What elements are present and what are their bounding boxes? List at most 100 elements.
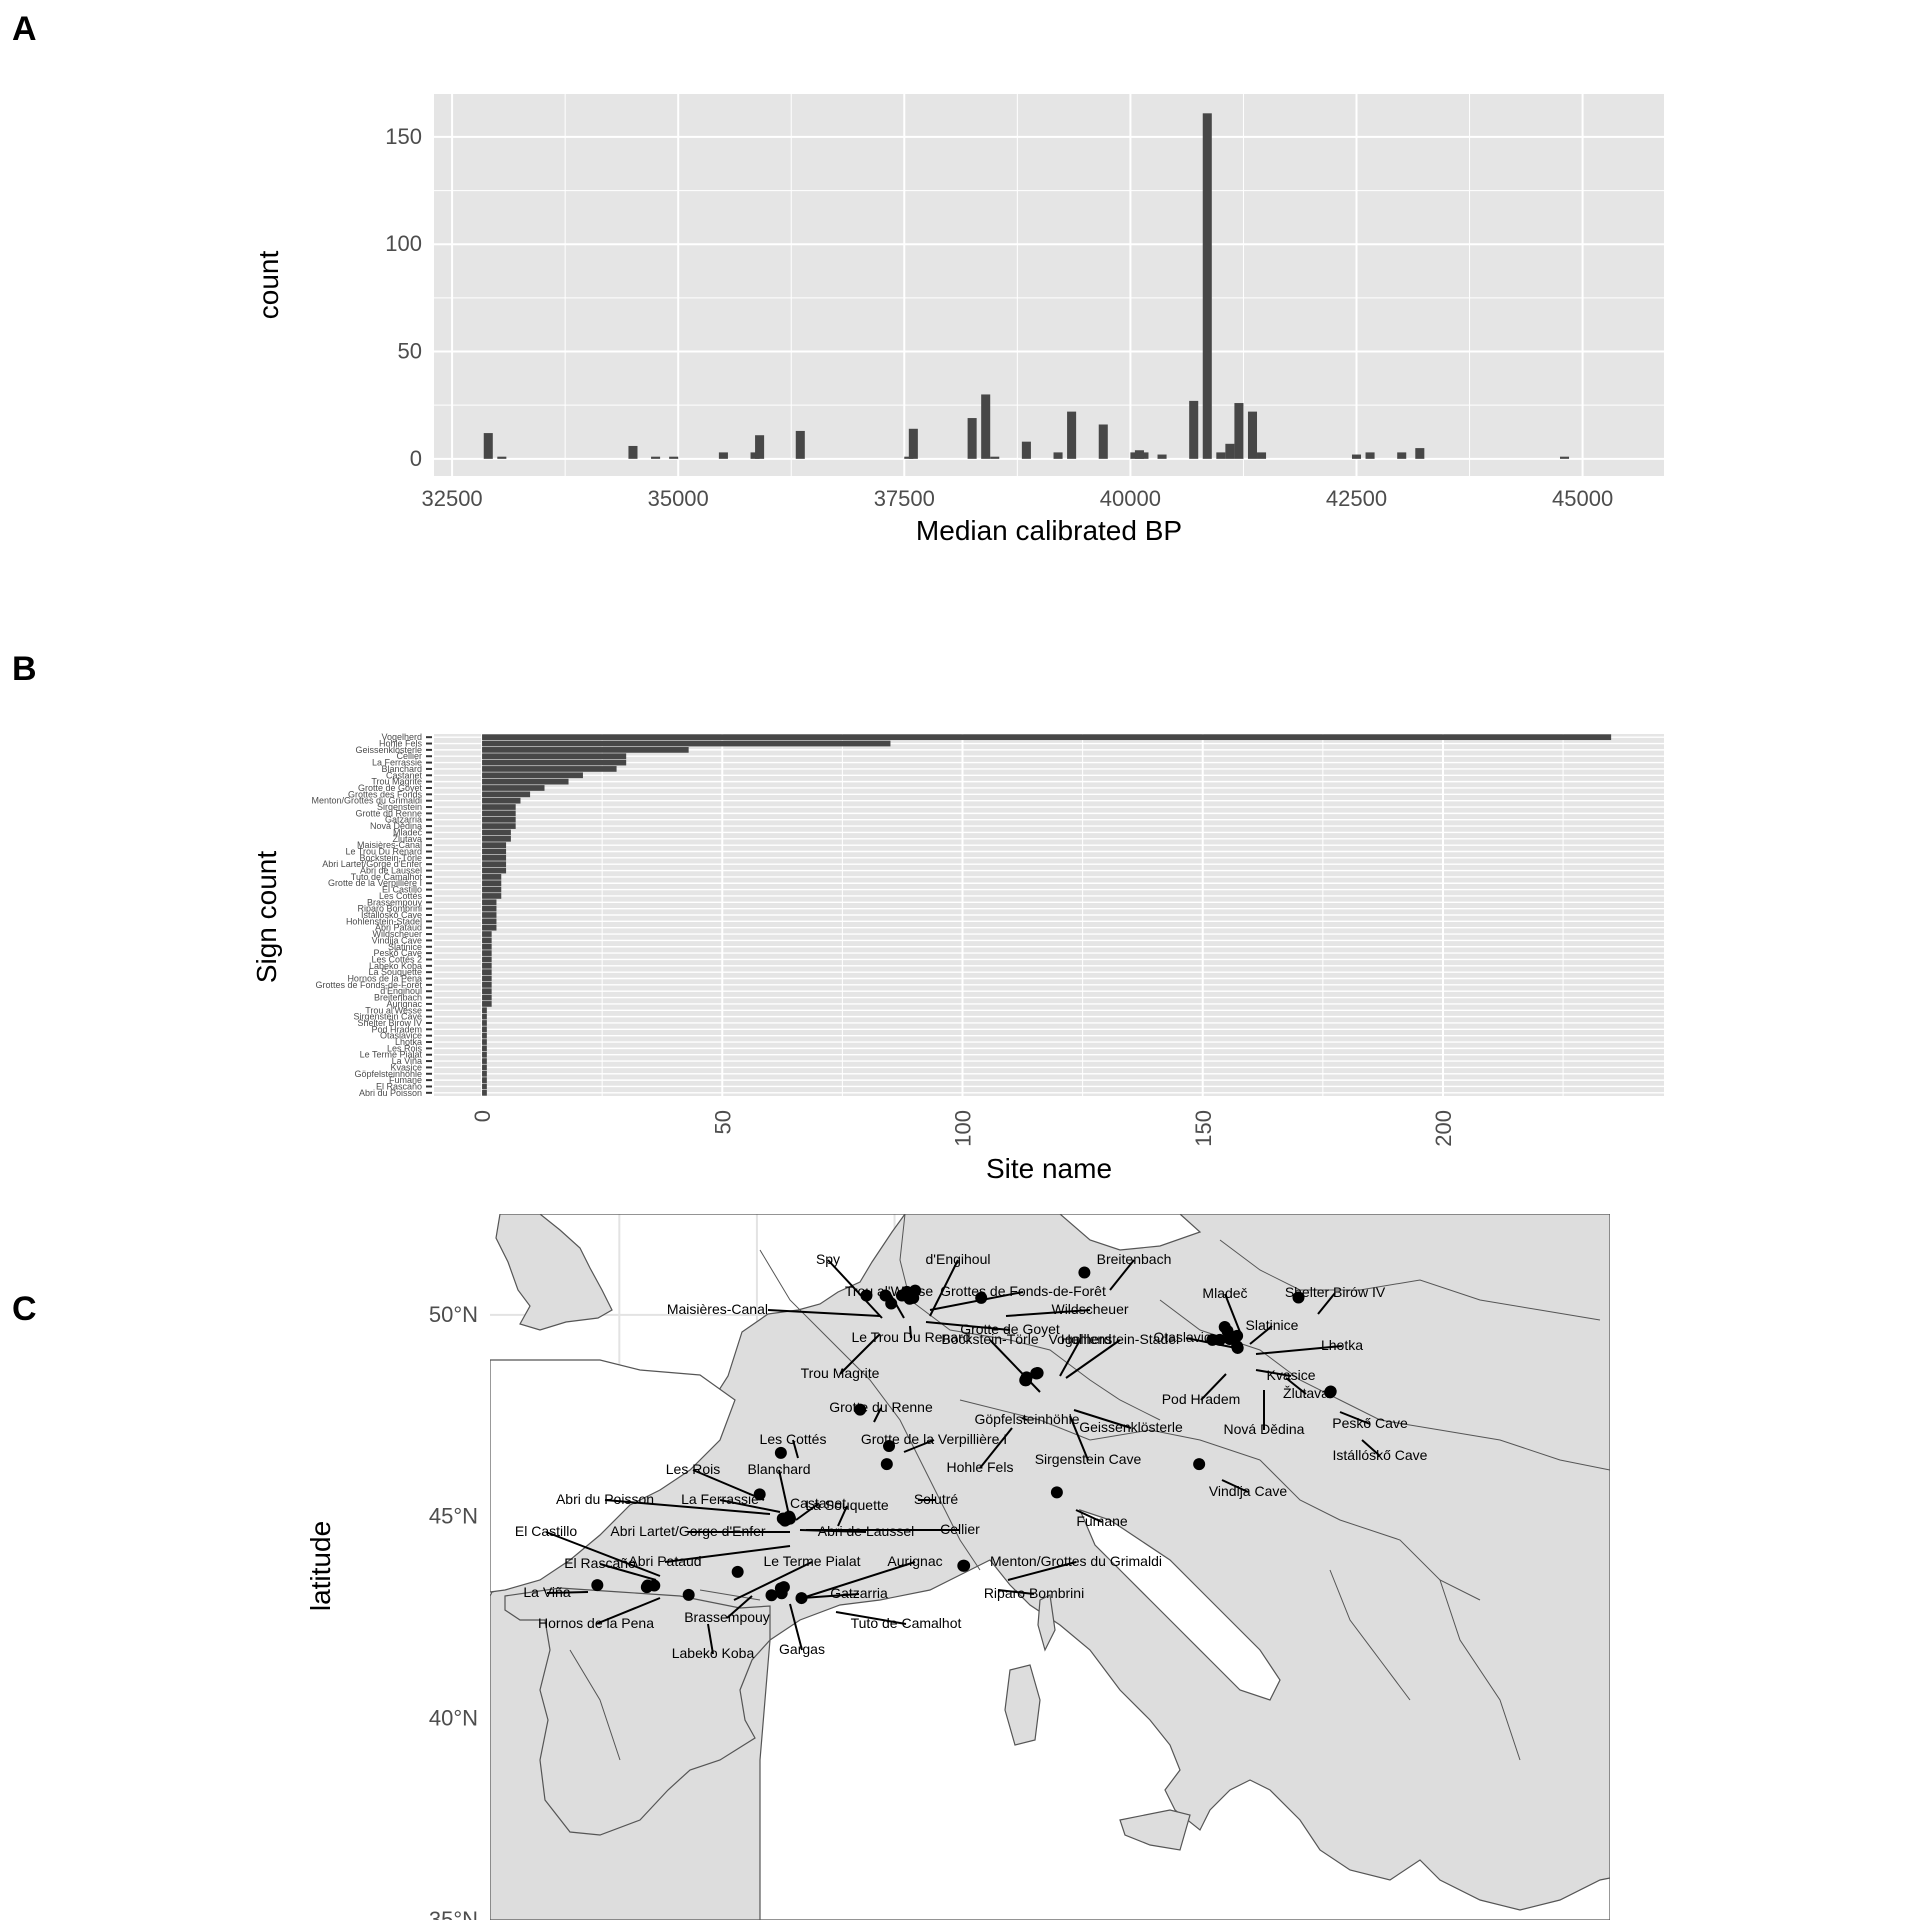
site-bar xyxy=(482,854,507,861)
site-point xyxy=(860,1289,873,1302)
histogram-bar xyxy=(628,445,638,459)
label-leader-line xyxy=(707,1623,714,1655)
site-label: Abri Pataud xyxy=(628,1553,701,1569)
site-point xyxy=(753,1488,766,1501)
histogram-bar xyxy=(1189,400,1199,459)
site-label: Les Rois xyxy=(666,1461,720,1477)
site-point xyxy=(1231,1341,1244,1354)
site-label: El Rascaño xyxy=(564,1555,636,1571)
histogram-bar xyxy=(755,435,765,459)
site-point xyxy=(1213,1333,1226,1346)
site-bar xyxy=(482,994,492,1001)
site-bar-grid xyxy=(434,734,1664,1096)
site-bar xyxy=(482,1083,487,1090)
label-leader-line xyxy=(789,1603,803,1651)
label-leader-line xyxy=(1021,1417,1028,1421)
label-leader-line xyxy=(1361,1439,1381,1457)
label-leader-line xyxy=(1109,1259,1135,1291)
site-point xyxy=(774,1446,787,1459)
site-bar xyxy=(482,772,583,779)
site-label: Trou al'Wesse xyxy=(845,1283,933,1299)
site-bar xyxy=(482,1077,487,1083)
x-tick-label: 50 xyxy=(710,1110,735,1134)
site-point xyxy=(1050,1486,1063,1499)
y-tick-label: 45°N xyxy=(429,1504,478,1529)
site-label: Vogelherd xyxy=(1048,1331,1111,1347)
histogram-y-axis-title: count xyxy=(253,251,284,320)
y-tick-label: Kvasice xyxy=(390,1062,422,1072)
site-label: Pod Hradem xyxy=(1162,1391,1241,1407)
site-point xyxy=(1193,1458,1206,1471)
site-label: Menton/Grottes du Grimaldi xyxy=(990,1553,1162,1569)
y-tick-label: Fumane xyxy=(389,1075,422,1085)
y-tick-label: Les Cottés xyxy=(379,891,423,901)
histogram-bar xyxy=(669,456,679,459)
y-tick-label: Sirgenstein Cave xyxy=(353,1012,422,1022)
site-bar xyxy=(482,988,492,995)
label-leader-line xyxy=(873,1407,882,1423)
x-tick-label: 35000 xyxy=(648,486,709,511)
site-point xyxy=(958,1559,971,1572)
site-point xyxy=(1030,1367,1043,1380)
baltic-sea xyxy=(1059,1214,1202,1251)
site-label: Hornos de la Pena xyxy=(538,1615,654,1631)
y-tick-label: Göpfelsteinhöhle xyxy=(354,1069,422,1079)
label-leader-line xyxy=(599,1563,657,1581)
y-tick-label: Mladeč xyxy=(393,827,423,837)
site-bar xyxy=(482,943,492,950)
label-leader-line xyxy=(546,1591,589,1594)
site-bar xyxy=(482,867,507,874)
panel-letter-b: B xyxy=(12,650,37,688)
site-label: Grotte de la Verpillière I xyxy=(861,1431,1007,1447)
y-tick-label: Les Cottés 2 xyxy=(371,954,422,964)
site-label: Geissenklösterle xyxy=(1079,1419,1183,1435)
site-bar xyxy=(482,937,492,944)
y-tick-label: Maisières-Canal xyxy=(357,840,422,850)
site-point xyxy=(778,1514,791,1527)
y-tick-label: Tuto de Camalhot xyxy=(351,872,423,882)
y-tick-label: Hohle Fels xyxy=(379,739,423,749)
site-bar xyxy=(482,740,891,747)
site-label: Otaslavice xyxy=(1153,1329,1219,1345)
site-label: Labeko Koba xyxy=(672,1645,755,1661)
label-leader-line xyxy=(1339,1411,1371,1425)
label-leader-line xyxy=(1005,1309,1091,1317)
site-point xyxy=(1078,1266,1091,1279)
x-tick-label: 45000 xyxy=(1552,486,1613,511)
site-bar xyxy=(482,1045,487,1052)
label-leader-line xyxy=(1073,1409,1132,1429)
site-label: Wildscheuer xyxy=(1051,1301,1128,1317)
histogram-bar xyxy=(1139,452,1149,459)
y-tick-label: La Viña xyxy=(392,1056,422,1066)
site-bar xyxy=(482,842,507,848)
histogram-bar xyxy=(1157,454,1167,459)
y-tick-label: Vogelherd xyxy=(381,732,422,742)
label-leader-line xyxy=(692,1469,765,1501)
label-leader-line xyxy=(929,1259,959,1317)
site-label: Abri Lartet/Gorge d'Enfer xyxy=(610,1523,766,1539)
histogram-bars xyxy=(483,113,1570,459)
site-point xyxy=(975,1291,988,1304)
site-point xyxy=(880,1458,893,1471)
label-leader-line xyxy=(801,1593,860,1599)
y-tick-label: Le Terme Pialat xyxy=(360,1050,423,1060)
label-leader-line xyxy=(925,1321,1011,1331)
y-tick-label: 100 xyxy=(385,231,422,256)
histogram-bar xyxy=(1415,448,1425,459)
site-label: Istállóskő Cave xyxy=(1333,1447,1428,1463)
site-bar xyxy=(482,956,492,963)
y-tick-label: Gatzarria xyxy=(385,815,422,825)
site-label: Gargas xyxy=(779,1641,825,1657)
y-tick-label: Nová Dědina xyxy=(370,821,422,831)
site-label: La Viña xyxy=(523,1584,570,1600)
site-bar xyxy=(482,1070,487,1077)
site-bar xyxy=(482,893,502,899)
histogram-tick-labels: 32500 35000 37500 40000 42500 45000 0 50 100 150 xyxy=(385,124,1613,511)
y-tick-label: Grotte du Renne xyxy=(355,808,422,818)
histogram-bar xyxy=(1559,456,1570,459)
site-bar xyxy=(482,848,507,855)
site-bar xyxy=(482,785,545,791)
y-tick-label: Blanchard xyxy=(381,764,422,774)
site-point xyxy=(795,1592,808,1605)
